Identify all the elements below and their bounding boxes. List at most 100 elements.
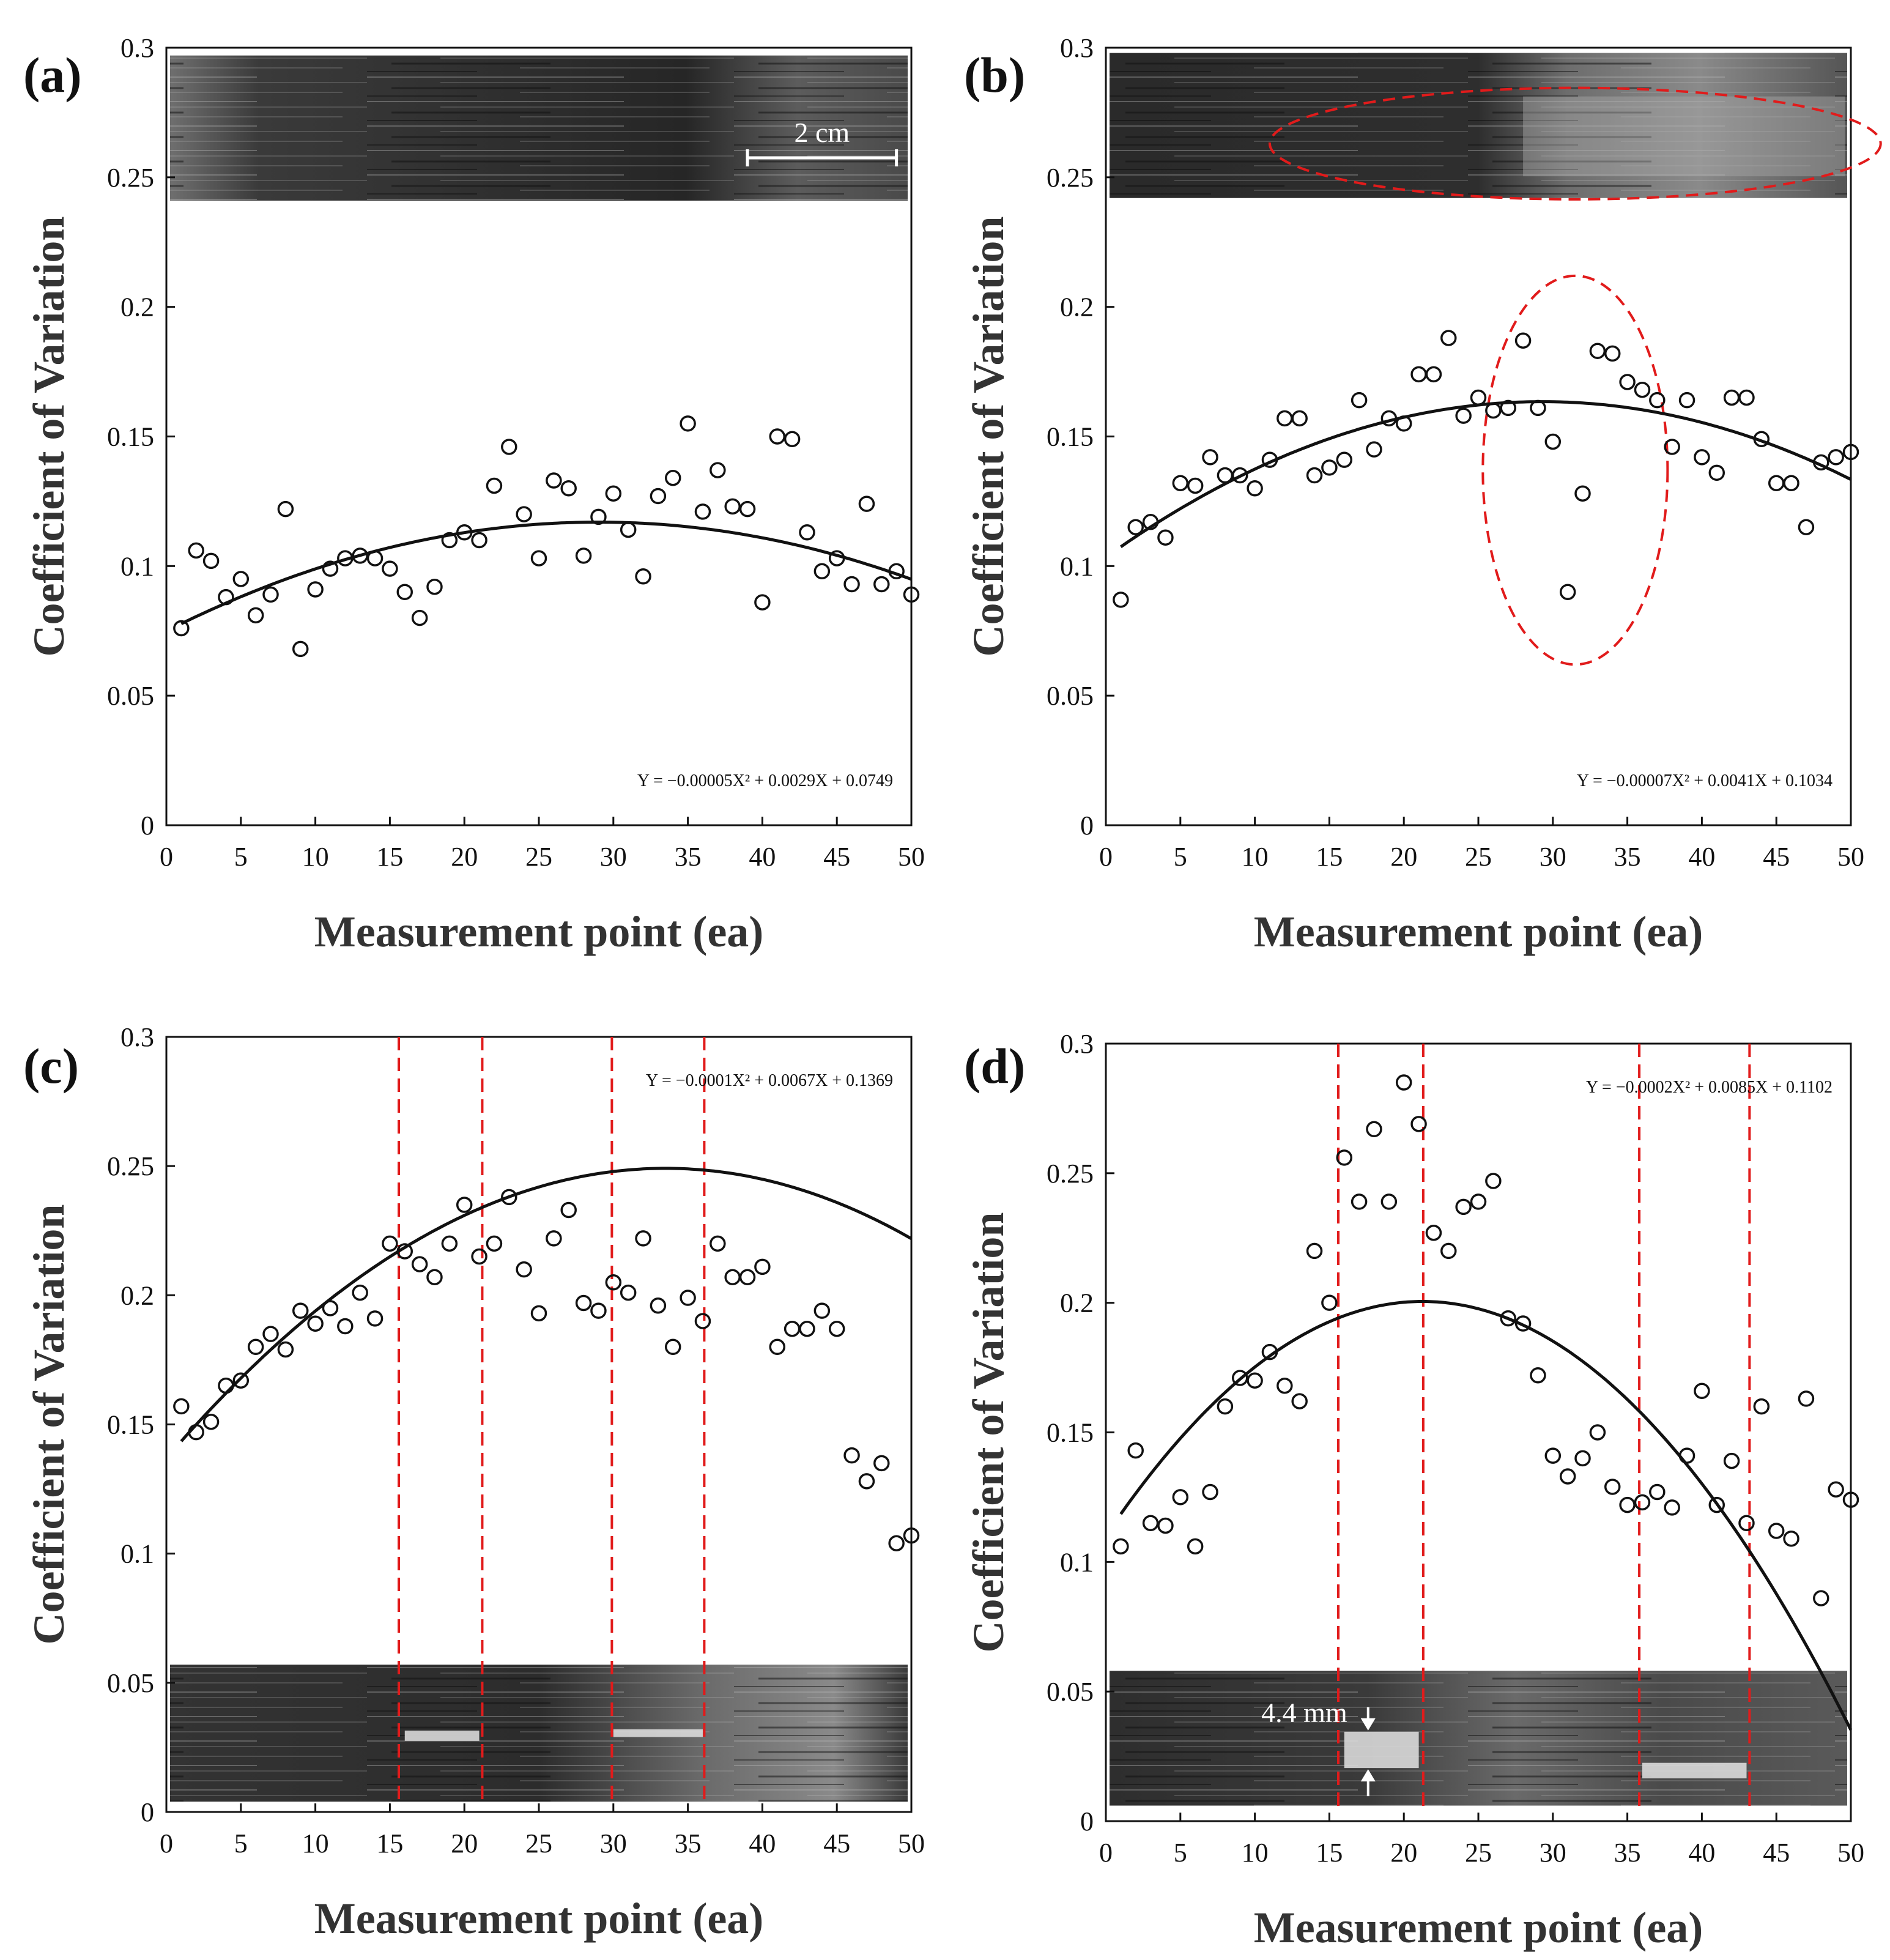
fit-equation: Y = −0.0001X² + 0.0067X + 0.1369 xyxy=(646,1071,893,1090)
data-point xyxy=(784,1320,801,1337)
data-point xyxy=(1187,1538,1204,1555)
x-tick-label: 50 xyxy=(1837,842,1864,872)
x-tick-label: 30 xyxy=(600,1828,627,1858)
data-point xyxy=(1351,1193,1368,1210)
x-tick-label: 0 xyxy=(1099,1838,1113,1868)
data-point xyxy=(1828,1481,1844,1498)
data-point xyxy=(1217,1398,1234,1415)
data-point xyxy=(202,552,220,570)
y-tick-label: 0.2 xyxy=(120,292,154,322)
data-point xyxy=(322,560,339,577)
data-point xyxy=(441,532,458,549)
data-point xyxy=(232,571,250,587)
data-point xyxy=(277,500,294,518)
data-point xyxy=(382,560,398,577)
data-point xyxy=(441,1235,458,1252)
data-point xyxy=(1470,389,1487,406)
data-point xyxy=(664,1338,681,1356)
fit-equation: Y = −0.0002X² + 0.0085X + 0.1102 xyxy=(1586,1078,1833,1097)
data-point xyxy=(1127,1442,1144,1459)
x-axis-label: Measurement point (ea) xyxy=(1254,907,1703,956)
data-point xyxy=(1842,444,1859,461)
x-tick-label: 45 xyxy=(823,842,850,872)
data-point xyxy=(813,1302,831,1319)
data-point xyxy=(739,500,756,518)
y-tick-label: 0.3 xyxy=(120,1022,154,1052)
x-tick-label: 40 xyxy=(749,842,776,872)
data-point xyxy=(1649,1483,1666,1501)
x-tick-label: 45 xyxy=(823,1828,850,1858)
data-point xyxy=(575,1294,592,1312)
data-point xyxy=(1574,1450,1591,1467)
y-tick-label: 0.15 xyxy=(107,422,154,452)
y-tick-label: 0.15 xyxy=(1047,422,1094,452)
data-point xyxy=(1395,1074,1412,1091)
x-tick-label: 30 xyxy=(600,842,627,872)
data-point xyxy=(650,488,667,505)
data-point xyxy=(382,1235,398,1252)
data-point xyxy=(1798,1390,1815,1407)
data-point xyxy=(1530,399,1546,417)
data-point xyxy=(247,1338,264,1356)
x-tick-label: 5 xyxy=(234,1828,248,1858)
x-tick-label: 45 xyxy=(1763,1838,1790,1868)
data-point xyxy=(1291,1393,1308,1409)
x-tick-label: 50 xyxy=(898,1828,925,1858)
x-tick-label: 20 xyxy=(451,1828,478,1858)
data-point xyxy=(903,586,920,603)
x-tick-label: 40 xyxy=(1688,842,1715,872)
y-tick-label: 0.2 xyxy=(1060,1288,1094,1318)
data-point xyxy=(1530,1367,1546,1384)
data-point xyxy=(1157,1517,1174,1534)
data-point xyxy=(486,477,503,494)
data-point xyxy=(1380,410,1398,427)
data-point xyxy=(1738,1515,1755,1532)
data-point xyxy=(903,1527,920,1544)
y-tick-label: 0.05 xyxy=(107,681,154,711)
x-tick-label: 10 xyxy=(302,1828,329,1858)
data-point xyxy=(1261,451,1278,468)
x-tick-label: 35 xyxy=(1614,1838,1641,1868)
data-point xyxy=(322,1300,339,1316)
data-point xyxy=(352,1284,368,1301)
data-point xyxy=(1753,1398,1770,1415)
data-point xyxy=(396,584,413,600)
data-point xyxy=(546,472,562,489)
data-point xyxy=(590,508,607,525)
data-point xyxy=(218,588,234,606)
data-point xyxy=(1678,392,1695,409)
data-point xyxy=(1768,1523,1785,1539)
data-point xyxy=(1649,392,1666,409)
y-tick-label: 0.05 xyxy=(1047,681,1094,711)
data-point xyxy=(843,576,860,593)
data-point xyxy=(486,1235,503,1252)
panel-label: (d) xyxy=(964,1038,1025,1094)
data-point xyxy=(1470,1193,1487,1210)
y-tick-label: 0.2 xyxy=(1060,292,1094,322)
specimen-inclusion-band xyxy=(613,1729,703,1737)
data-point xyxy=(1231,1370,1248,1386)
data-point xyxy=(1723,1452,1740,1469)
panel-b: 0 5 10 15 20 25 30 35 40 45 50 0 0.05 0.1 0.15 0.2 0.25 0… xyxy=(964,33,1882,956)
data-point xyxy=(1485,402,1502,419)
fit-curve xyxy=(1119,1300,1853,1731)
x-tick-label: 50 xyxy=(1837,1838,1864,1868)
fit-equation: Y = −0.00005X² + 0.0029X + 0.0749 xyxy=(637,771,893,790)
data-point xyxy=(590,1302,607,1319)
y-axis-label: Coefficient of Variation xyxy=(24,217,73,657)
x-tick-label: 15 xyxy=(1316,842,1343,872)
panel-label: (c) xyxy=(23,1038,79,1094)
data-point xyxy=(337,550,354,566)
y-tick-label: 0.25 xyxy=(1047,1159,1094,1189)
data-point xyxy=(635,568,651,585)
data-point xyxy=(501,1189,517,1206)
data-point xyxy=(635,1230,651,1247)
y-tick-label: 0.1 xyxy=(120,551,154,581)
specimen-image-texture xyxy=(1110,1671,1847,1806)
data-point xyxy=(1738,389,1755,406)
data-point xyxy=(650,1297,667,1314)
data-point xyxy=(1694,1383,1710,1399)
data-point xyxy=(1202,449,1218,466)
data-point xyxy=(1127,519,1144,536)
data-point xyxy=(858,1473,875,1490)
